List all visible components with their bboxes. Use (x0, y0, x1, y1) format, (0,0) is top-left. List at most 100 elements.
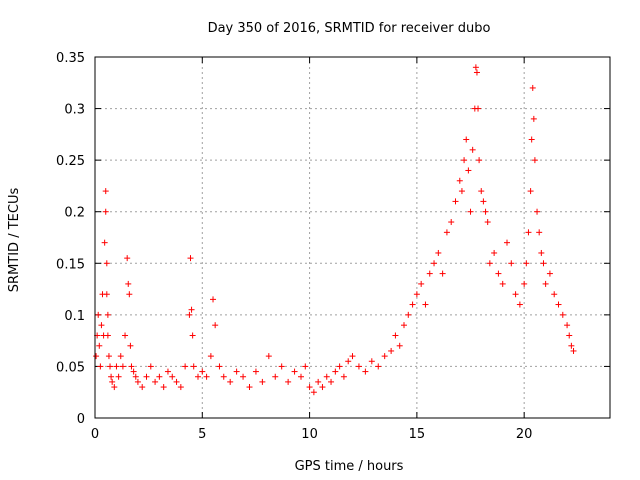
data-point (392, 332, 399, 339)
data-point (534, 208, 541, 215)
data-point (443, 229, 450, 236)
data-point (240, 373, 247, 380)
data-point (105, 353, 112, 360)
data-point (452, 198, 459, 205)
data-point (448, 219, 455, 226)
data-point (467, 208, 474, 215)
data-point (463, 136, 470, 143)
data-point (396, 342, 403, 349)
data-point (195, 373, 201, 380)
data-point (298, 373, 304, 380)
data-points (93, 64, 577, 396)
data-point (525, 229, 532, 236)
data-point (461, 157, 468, 164)
data-point (102, 188, 109, 195)
data-point (328, 378, 335, 385)
data-point (426, 270, 433, 277)
data-point (272, 373, 279, 380)
data-point (499, 280, 506, 287)
data-point (536, 229, 543, 236)
data-point (332, 368, 339, 375)
data-point (431, 260, 438, 267)
data-point (478, 188, 485, 195)
data-point (93, 353, 100, 360)
data-point (516, 301, 523, 308)
data-point (98, 322, 105, 329)
y-tick-label: 0.1 (64, 309, 85, 324)
data-point (259, 378, 266, 385)
data-point (216, 363, 223, 370)
data-point (119, 363, 126, 370)
data-point (375, 363, 382, 370)
data-point (381, 353, 388, 360)
data-point (362, 368, 369, 375)
data-point (246, 384, 253, 391)
data-point (472, 64, 479, 71)
data-point (542, 280, 549, 287)
data-point (315, 378, 322, 385)
data-point (405, 311, 412, 318)
data-point (152, 378, 159, 385)
data-point (111, 384, 118, 391)
data-point (345, 358, 352, 365)
data-point (529, 84, 536, 91)
data-point (422, 301, 429, 308)
data-point (173, 378, 180, 385)
data-point (323, 373, 330, 380)
data-point (564, 322, 571, 329)
data-point (458, 188, 465, 195)
data-point (132, 373, 139, 380)
data-point (528, 136, 535, 143)
x-tick-label: 5 (198, 427, 206, 442)
data-point (207, 353, 214, 360)
data-point (368, 358, 375, 365)
y-axis-ticks: 0 0.05 0.1 0.15 0.2 0.25 0.3 0.35 (56, 51, 610, 427)
data-point (456, 177, 463, 184)
data-point (265, 353, 272, 360)
data-point (491, 249, 498, 256)
data-point (233, 368, 240, 375)
chart-title: Day 350 of 2016, SRMTID for receiver dub… (208, 21, 491, 36)
data-point (203, 373, 210, 380)
data-point (336, 363, 343, 370)
data-point (401, 322, 407, 329)
x-axis-label: GPS time / hours (295, 459, 404, 474)
y-tick-label: 0.35 (56, 51, 85, 66)
data-point (188, 306, 195, 313)
data-point (160, 384, 167, 391)
data-point (523, 260, 530, 267)
y-tick-label: 0 (77, 412, 85, 427)
data-point (495, 270, 502, 277)
data-point (538, 249, 545, 256)
data-point (169, 373, 176, 380)
data-point (104, 332, 111, 339)
data-point (128, 363, 135, 370)
data-point (484, 219, 491, 226)
data-point (285, 378, 292, 385)
data-point (512, 291, 519, 298)
data-point (480, 198, 487, 205)
data-point (113, 363, 120, 370)
data-point (319, 384, 326, 391)
x-tick-label: 10 (301, 427, 318, 442)
data-point (504, 239, 510, 246)
data-point (182, 363, 189, 370)
data-point (107, 363, 114, 370)
data-point (559, 311, 566, 318)
data-point (96, 342, 103, 349)
data-point (355, 363, 362, 370)
data-point (278, 363, 285, 370)
data-point (252, 368, 259, 375)
data-point (109, 378, 116, 385)
data-point (465, 167, 472, 174)
data-point (130, 368, 137, 375)
data-point (388, 347, 395, 354)
data-point (531, 157, 538, 164)
data-point (122, 332, 129, 339)
data-point (530, 115, 537, 122)
data-point (227, 378, 234, 385)
data-point (306, 384, 313, 391)
data-point (103, 260, 110, 267)
data-point (97, 363, 104, 370)
data-point (164, 368, 171, 375)
